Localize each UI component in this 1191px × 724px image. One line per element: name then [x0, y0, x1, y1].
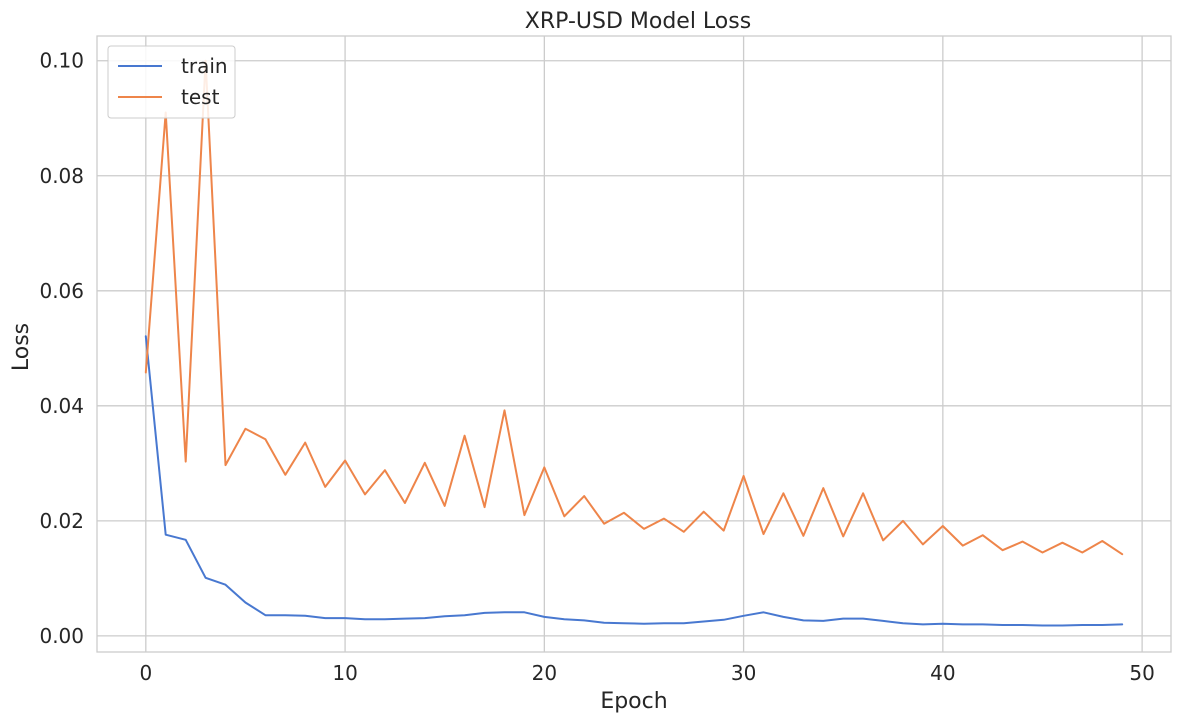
- x-tick-label: 10: [332, 661, 357, 685]
- y-tick-label: 0.02: [39, 509, 84, 533]
- x-tick-label: 0: [139, 661, 152, 685]
- legend-label-train: train: [181, 54, 228, 78]
- y-tick-labels: 0.00 0.02 0.04 0.06 0.08 0.10: [39, 49, 84, 648]
- y-tick-label: 0.00: [39, 624, 84, 648]
- series-lines: [144, 59, 1124, 627]
- y-tick-label: 0.08: [39, 164, 84, 188]
- x-tick-label: 20: [532, 661, 557, 685]
- x-tick-label: 50: [1129, 661, 1154, 685]
- x-tick-label: 30: [731, 661, 756, 685]
- y-tick-label: 0.04: [39, 394, 84, 418]
- chart-title: XRP-USD Model Loss: [525, 9, 751, 34]
- series-line-test: [144, 59, 1124, 556]
- x-tick-labels: 0 10 20 30 40 50: [139, 661, 1154, 685]
- x-tick-label: 40: [930, 661, 955, 685]
- x-axis-title: Epoch: [600, 689, 667, 714]
- gridlines: [97, 36, 1171, 652]
- series-line-train: [144, 335, 1124, 627]
- legend: train test: [107, 45, 236, 119]
- plot-frame: [96, 35, 1172, 653]
- y-axis-title: Loss: [9, 323, 34, 371]
- y-tick-label: 0.10: [39, 49, 84, 73]
- y-tick-label: 0.06: [39, 279, 84, 303]
- legend-box: [107, 45, 236, 119]
- legend-label-test: test: [181, 85, 220, 109]
